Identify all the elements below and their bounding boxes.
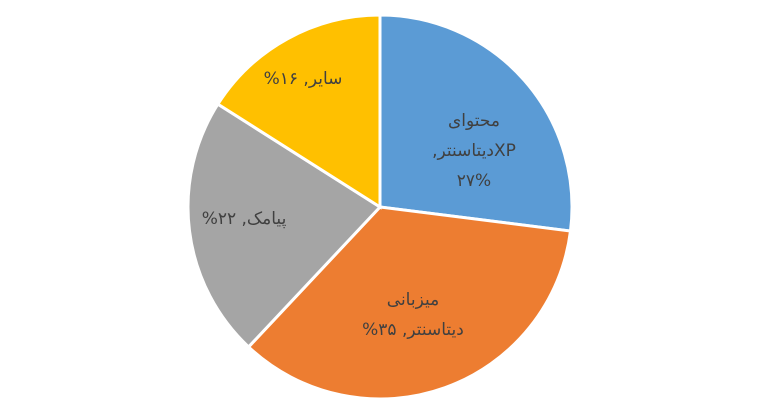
- slice-label-line: پیامک, ۲۲%: [202, 209, 287, 229]
- slice-other: [215, 13, 382, 210]
- slice-label-line: میزبانی: [387, 290, 439, 310]
- slice-label-line: XPدیتاسنتر,: [432, 141, 516, 161]
- labels-group: محتوای XPدیتاسنتر, ۲۷% میزبانی دیتاسنتر, ۳۵%…: [202, 69, 516, 340]
- slice-sms: [186, 102, 383, 350]
- slice-xp-datacenter: [378, 13, 574, 233]
- slice-label-line: محتوای: [448, 111, 500, 131]
- slices-group: [186, 13, 574, 401]
- slice-datacenter-hosting-label: میزبانی دیتاسنتر, ۳۵%: [362, 290, 464, 340]
- slice-datacenter-hosting: [246, 205, 573, 401]
- slice-label-line: ۲۷%: [457, 171, 491, 191]
- slice-xp-datacenter-label: محتوای XPدیتاسنتر, ۲۷%: [432, 111, 516, 191]
- slice-label-line: دیتاسنتر, ۳۵%: [362, 320, 464, 340]
- slice-sms-label: پیامک, ۲۲%: [202, 209, 287, 229]
- slice-other-label: سایر, ۱۶%: [264, 69, 343, 89]
- slice-label-line: سایر, ۱۶%: [264, 69, 343, 89]
